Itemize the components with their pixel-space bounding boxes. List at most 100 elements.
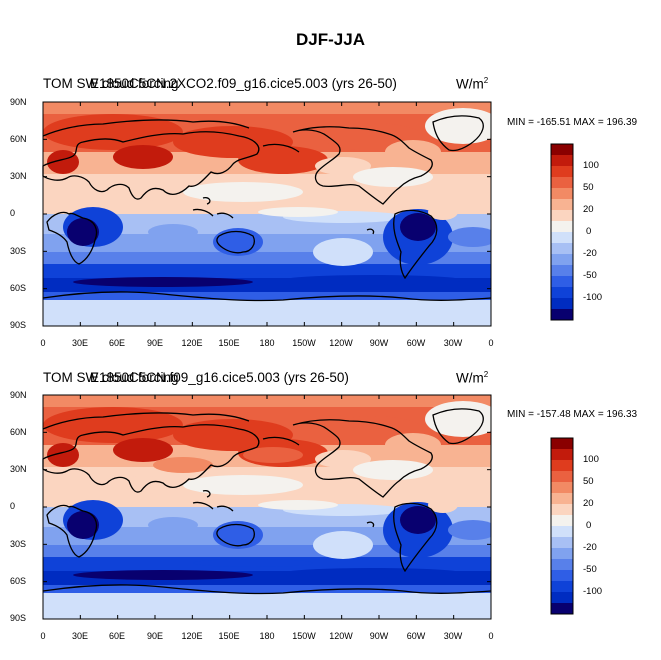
field-blob xyxy=(47,443,79,467)
field-blob xyxy=(385,140,441,164)
field-blob xyxy=(148,224,198,240)
field-blob xyxy=(153,457,213,473)
lon-label: 120E xyxy=(181,338,203,348)
colorbar-swatch xyxy=(551,309,573,321)
colorbar-label: 100 xyxy=(583,160,599,171)
coastline xyxy=(393,209,438,280)
colorbar-label: -20 xyxy=(583,248,597,259)
figure-title: DJF-JJA xyxy=(296,30,365,49)
colorbar-label: 20 xyxy=(583,204,594,215)
colorbar-swatch xyxy=(551,166,573,178)
field-blob xyxy=(103,476,183,494)
coastline xyxy=(393,502,438,573)
coastline xyxy=(42,424,260,493)
field-blob xyxy=(353,460,433,480)
field-blob xyxy=(113,438,173,462)
panel-bottom: TOM SW cloud forcing E1850C5CN.f09_g16.c… xyxy=(0,294,661,641)
field-blob xyxy=(425,401,491,437)
coastline xyxy=(366,228,375,235)
colorbar-swatch xyxy=(551,537,573,549)
lat-label: 60N xyxy=(10,427,27,437)
colorbar-swatch xyxy=(551,592,573,604)
colorbar-label: 50 xyxy=(583,182,594,193)
lat-label: 30N xyxy=(10,171,27,181)
colorbar-swatch xyxy=(551,188,573,200)
lon-label: 30W xyxy=(443,338,463,348)
panel-top: TOM SW cloud forcing E1850C5CN.2XCO2.f09… xyxy=(0,0,661,348)
field-blob xyxy=(183,475,303,495)
coastline xyxy=(432,115,484,152)
colorbar-swatch xyxy=(551,243,573,255)
coastline xyxy=(42,131,260,200)
lat-label: 0 xyxy=(10,208,16,218)
field-blob xyxy=(183,182,303,202)
field-band xyxy=(43,252,491,264)
field-band xyxy=(43,292,491,300)
panel-top-min-max: MIN = -165.51 MAX = 196.39 xyxy=(507,117,638,128)
lon-label: 0 xyxy=(40,338,46,348)
panel-bottom-case: E1850C5CN.f09_g16.cice5.003 (yrs 26-50) xyxy=(90,370,349,385)
coastline xyxy=(216,230,255,254)
lon-label: 0 xyxy=(488,338,494,348)
lon-label: 90W xyxy=(369,338,389,348)
field-band xyxy=(43,527,491,545)
lat-label: 0 xyxy=(10,501,16,511)
coastline xyxy=(46,504,98,558)
colorbar-swatch xyxy=(551,155,573,167)
field-blob xyxy=(313,531,373,559)
coastline xyxy=(42,291,492,302)
coastline xyxy=(366,521,375,528)
field-blob xyxy=(400,213,436,241)
panel-top-units: W/m2 xyxy=(456,76,489,92)
colorbar-swatch xyxy=(551,210,573,222)
field-blob xyxy=(258,207,338,217)
coastline xyxy=(192,489,234,512)
lon-label: 150E xyxy=(218,338,240,348)
field-band xyxy=(43,300,491,326)
field-blob xyxy=(148,517,198,533)
lon-label: 120W xyxy=(329,631,353,641)
lon-label: 30W xyxy=(443,631,463,641)
lon-label: 90E xyxy=(146,631,163,641)
colorbar-swatch xyxy=(551,265,573,277)
lon-label: 60E xyxy=(108,338,125,348)
colorbar-label: 100 xyxy=(583,454,599,465)
coastline xyxy=(432,408,484,445)
lat-label: 90N xyxy=(10,97,27,107)
colorbar-label: 0 xyxy=(586,520,592,531)
panel-bottom-map xyxy=(42,394,492,620)
coastline xyxy=(42,412,250,430)
lat-label: 60N xyxy=(10,134,27,144)
lon-label: 180 xyxy=(259,631,275,641)
lat-label: 30S xyxy=(10,246,27,256)
field-blob xyxy=(428,204,458,220)
colorbar-swatch xyxy=(551,177,573,189)
colorbar-label: -50 xyxy=(583,564,597,575)
field-blob xyxy=(193,559,313,567)
panel-top-case: E1850C5CN.2XCO2.f09_g16.cice5.003 (yrs 2… xyxy=(90,76,397,91)
colorbar-swatch xyxy=(551,144,573,156)
lat-label: 60S xyxy=(10,283,27,293)
colorbar-swatch xyxy=(551,526,573,538)
field-blob xyxy=(43,114,183,150)
colorbar-swatch xyxy=(551,493,573,505)
field-blob xyxy=(47,150,79,174)
field-blob xyxy=(243,447,303,463)
field-blob xyxy=(400,506,436,534)
lat-label: 90S xyxy=(10,320,27,330)
colorbar-swatch xyxy=(551,199,573,211)
coastline xyxy=(46,211,98,265)
colorbar-frame xyxy=(550,437,574,615)
lon-label: 30E xyxy=(71,631,88,641)
lon-label: 120E xyxy=(181,631,203,641)
field-blob xyxy=(283,275,463,285)
lon-label: 0 xyxy=(40,631,46,641)
field-band xyxy=(43,545,491,557)
lat-label: 30S xyxy=(10,539,27,549)
colorbar-label: -100 xyxy=(583,292,603,303)
field-blob xyxy=(428,497,458,513)
field-blob xyxy=(193,266,313,274)
field-band xyxy=(43,593,491,619)
field-band xyxy=(43,585,491,593)
